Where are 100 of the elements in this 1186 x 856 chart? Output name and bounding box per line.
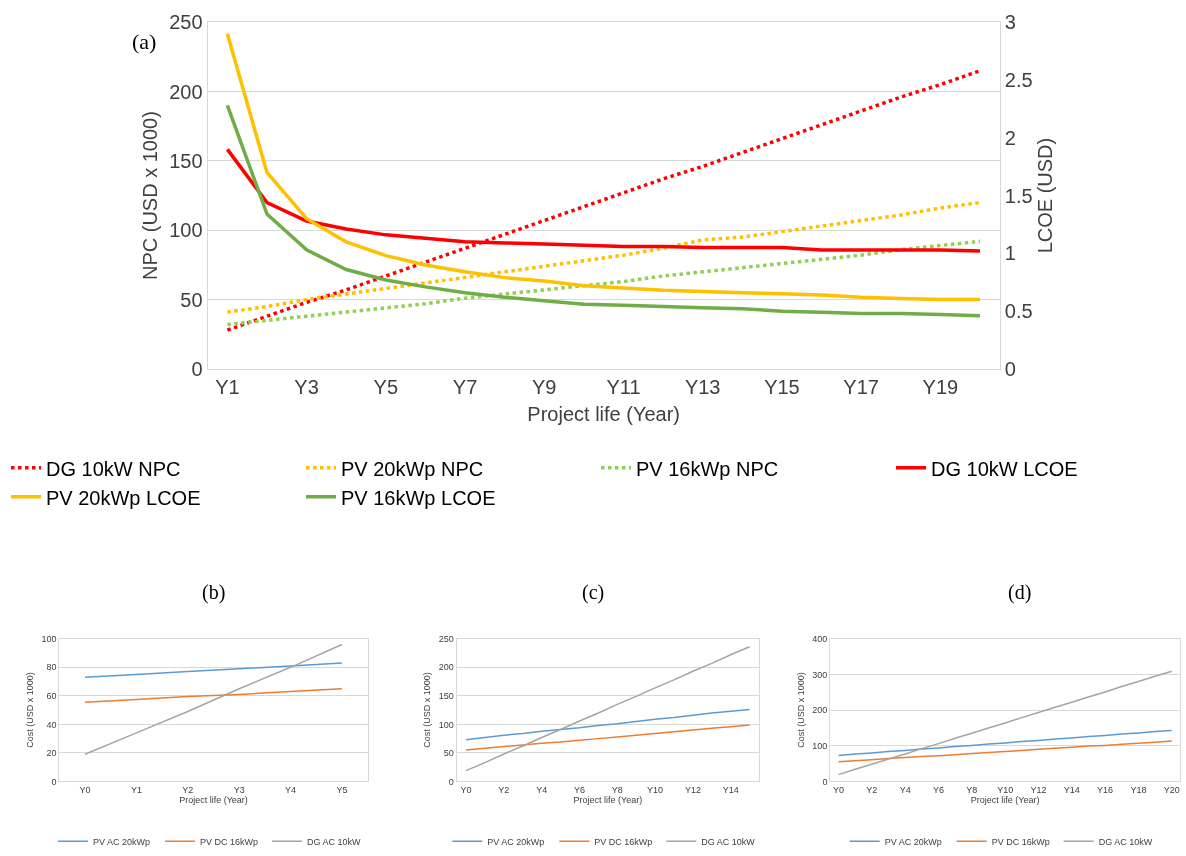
x-tick-label: Y0 [460,785,472,796]
x-tick-label: Y2 [866,785,878,796]
line-series [225,103,982,318]
y2-tick-label: 1 [1004,242,1016,265]
y-tick-label: 50 [443,748,454,759]
x-tick-label: Y14 [1063,785,1080,796]
x-tick-label: Y7 [452,375,478,398]
line-series [465,646,751,772]
y-tick-label: 300 [812,669,828,680]
y-tick-label: 400 [812,633,828,644]
x-axis-title: Project life (Year) [573,795,643,806]
x-tick-label: Y5 [373,375,399,398]
legend-label: DG AC 10kW [306,836,361,847]
x-tick-label: Y8 [611,785,623,796]
y-axis-title: NPC (USD x 1000) [138,111,161,281]
y-tick-label: 200 [438,662,454,673]
legend-label: PV DC 16kWp [991,836,1050,847]
x-tick-label: Y5 [336,785,348,796]
y-tick-label: 150 [169,149,203,172]
x-tick-label: Y3 [233,785,245,796]
y-tick-label: 100 [812,740,828,751]
y-tick-label: 50 [180,288,203,311]
y2-tick-label: 2.5 [1004,68,1033,91]
x-tick-label: Y2 [182,785,194,796]
y-tick-label: 200 [169,80,203,103]
chart-title: (d) [1008,581,1032,604]
x-tick-label: Y6 [932,785,944,796]
legend-label: DG 10kW NPC [46,457,181,480]
legend-label: DG 10kW LCOE [931,457,1078,480]
legend-label: PV 20kWp NPC [341,457,484,480]
x-tick-label: Y0 [79,785,91,796]
legend-label: PV DC 16kWp [594,836,653,847]
x-axis-title: Project life (Year) [970,795,1040,806]
y2-tick-label: 1.5 [1004,184,1033,207]
x-tick-label: Y12 [1030,785,1047,796]
y-tick-label: 250 [438,633,454,644]
x-tick-label: Y20 [1163,785,1180,796]
x-tick-label: Y1 [215,375,240,398]
y-tick-label: 60 [46,690,57,701]
line-series [837,729,1173,757]
line-series [465,708,751,741]
x-tick-label: Y6 [573,785,585,796]
legend-label: PV AC 20kWp [92,836,151,847]
y-tick-label: 0 [191,357,203,380]
x-axis-title: Project life (Year) [527,403,680,426]
chart-title: (b) [202,581,226,604]
x-tick-label: Y13 [684,375,721,398]
legend-label: DG AC 10kW [701,836,756,847]
y2-axis-title: LCOE (USD) [1034,137,1057,254]
y-tick-label: 80 [46,662,57,673]
y2-tick-label: 3 [1004,11,1016,34]
y-tick-label: 0 [822,776,828,787]
legend-label: PV DC 16kWp [199,836,259,847]
x-tick-label: Y4 [899,785,911,796]
y-tick-label: 20 [46,748,57,759]
x-tick-label: Y15 [764,375,800,398]
legend-label: PV 20kWp LCOE [46,486,201,509]
x-axis-title: Project life (Year) [179,795,248,806]
line-series [225,68,982,332]
line-series [837,670,1173,776]
y-tick-label: 250 [169,11,203,34]
y-tick-label: 100 [438,719,454,730]
legend-label: PV AC 20kWp [884,836,942,847]
line-series [84,687,343,704]
y-axis-title: Cost (USD x 1000) [24,672,35,748]
legend-label: PV 16kWp NPC [636,457,779,480]
x-tick-label: Y19 [922,375,959,398]
y-tick-label: 150 [438,690,454,701]
legend-label: DG AC 10kW [1098,836,1153,847]
x-tick-label: Y4 [536,785,548,796]
x-tick-label: Y16 [1097,785,1114,796]
x-tick-label: Y14 [722,785,739,796]
x-tick-label: Y10 [647,785,664,796]
y2-tick-label: 0 [1004,357,1016,380]
chart-title: (c) [582,581,605,604]
x-tick-label: Y1 [130,785,142,796]
x-tick-label: Y4 [285,785,297,796]
y-tick-label: 0 [448,776,454,787]
x-tick-label: Y17 [843,375,879,398]
x-tick-label: Y9 [532,375,557,398]
y2-tick-label: 0.5 [1004,300,1033,323]
y-tick-label: 200 [812,705,828,716]
x-tick-label: Y2 [498,785,510,796]
x-tick-label: Y18 [1130,785,1147,796]
x-tick-label: Y8 [966,785,978,796]
line-series [84,662,343,679]
line-series [837,740,1173,763]
y-tick-label: 100 [41,633,57,644]
x-tick-label: Y3 [294,375,319,398]
legend-label: PV AC 20kWp [487,836,545,847]
x-tick-label: Y0 [833,785,845,796]
line-series [465,724,751,751]
line-series [84,643,343,756]
y2-tick-label: 2 [1004,126,1016,149]
line-series [225,239,982,327]
y-tick-label: 100 [169,219,203,242]
y-axis-title: Cost (USD x 1000) [422,672,433,748]
y-tick-label: 40 [46,719,57,730]
y-tick-label: 0 [51,776,57,787]
x-tick-label: Y10 [997,785,1014,796]
